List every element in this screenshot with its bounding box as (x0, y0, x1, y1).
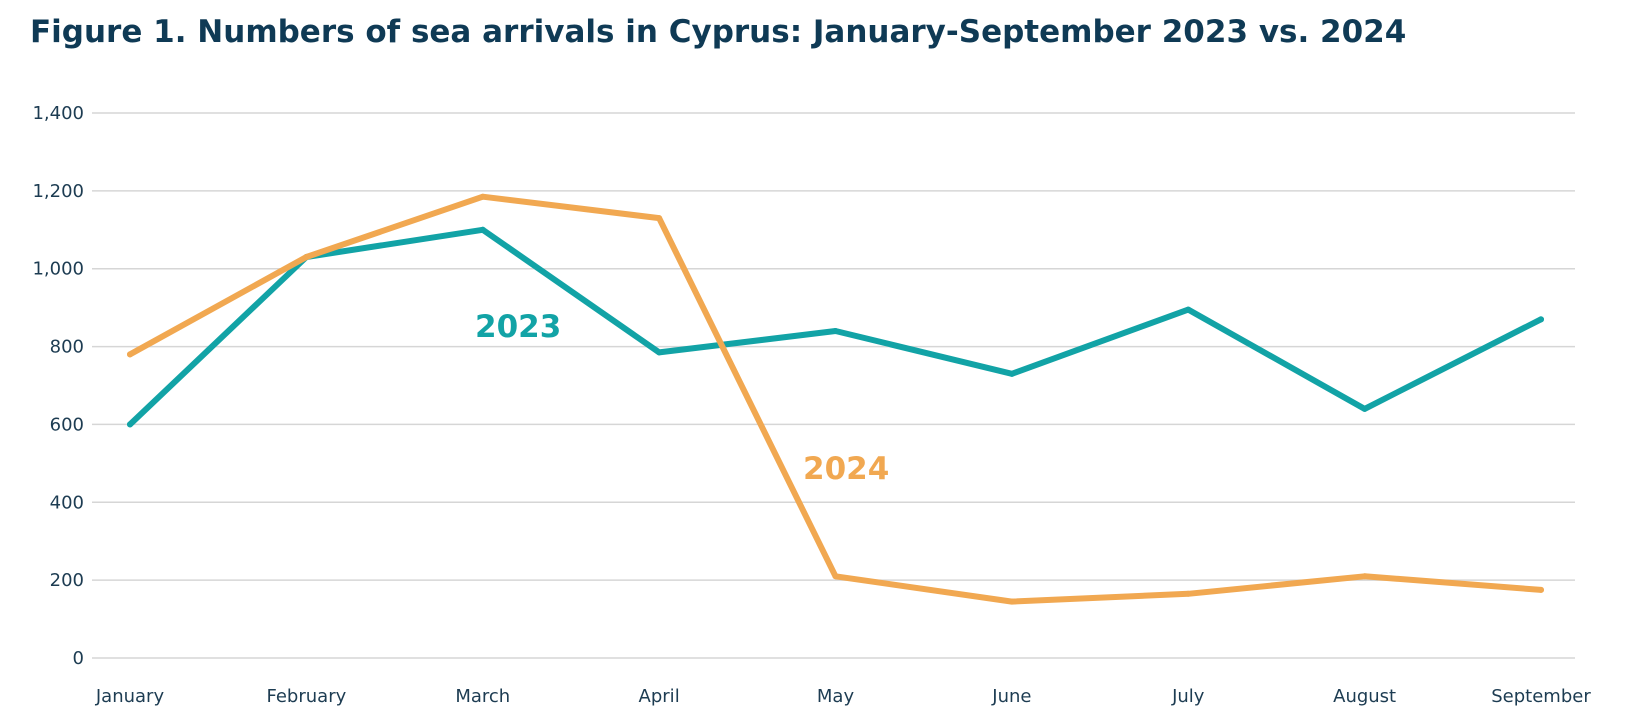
x-tick-label: May (817, 686, 855, 707)
x-tick-label: January (95, 686, 165, 707)
series-line-2024 (127, 193, 1544, 605)
data-point-2023 (1008, 370, 1015, 377)
x-tick-label: September (1491, 686, 1591, 707)
data-point-2023 (1361, 405, 1368, 412)
series-label-2024: 2024 (803, 451, 889, 487)
series-labels: 2023 2024 (475, 309, 889, 487)
data-point-2023 (127, 421, 133, 428)
y-tick-label: 600 (50, 414, 84, 435)
y-tick-label: 1,000 (32, 259, 84, 280)
y-tick-label: 0 (73, 648, 84, 669)
y-tick-label: 400 (50, 492, 84, 513)
x-tick-label: February (266, 686, 346, 707)
y-tick-label: 1,200 (32, 181, 84, 202)
data-point-2024 (1361, 573, 1368, 580)
x-tick-label: August (1333, 686, 1396, 707)
series-lines (127, 193, 1544, 605)
gridlines (92, 112, 1575, 659)
x-tick-label: June (991, 686, 1031, 707)
x-axis-ticks: January February March April May June July Augu… (95, 686, 1591, 707)
series-line-2023 (127, 226, 1544, 428)
y-tick-label: 1,400 (32, 103, 84, 124)
y-axis-ticks: 0 200 400 600 800 1,000 1,200 1,400 (32, 103, 84, 669)
x-tick-label: April (639, 686, 680, 707)
data-point-2024 (303, 254, 310, 261)
data-point-2024 (1008, 598, 1015, 605)
y-tick-label: 800 (50, 337, 84, 358)
data-point-2023 (1185, 306, 1192, 313)
data-point-2023 (479, 226, 486, 233)
series-label-2023: 2023 (475, 309, 561, 345)
data-point-2024 (127, 351, 133, 358)
data-point-2024 (1185, 590, 1192, 597)
x-tick-label: July (1171, 686, 1205, 707)
data-point-2024 (479, 193, 486, 200)
data-point-2024 (832, 573, 839, 580)
data-point-2023 (656, 349, 663, 356)
y-tick-label: 200 (50, 570, 84, 591)
x-tick-label: March (455, 686, 510, 707)
data-point-2023 (1538, 316, 1544, 323)
data-point-2024 (656, 215, 663, 222)
data-point-2024 (1538, 586, 1544, 593)
data-point-2023 (832, 328, 839, 334)
chart-title: Figure 1. Numbers of sea arrivals in Cyp… (30, 14, 1407, 50)
